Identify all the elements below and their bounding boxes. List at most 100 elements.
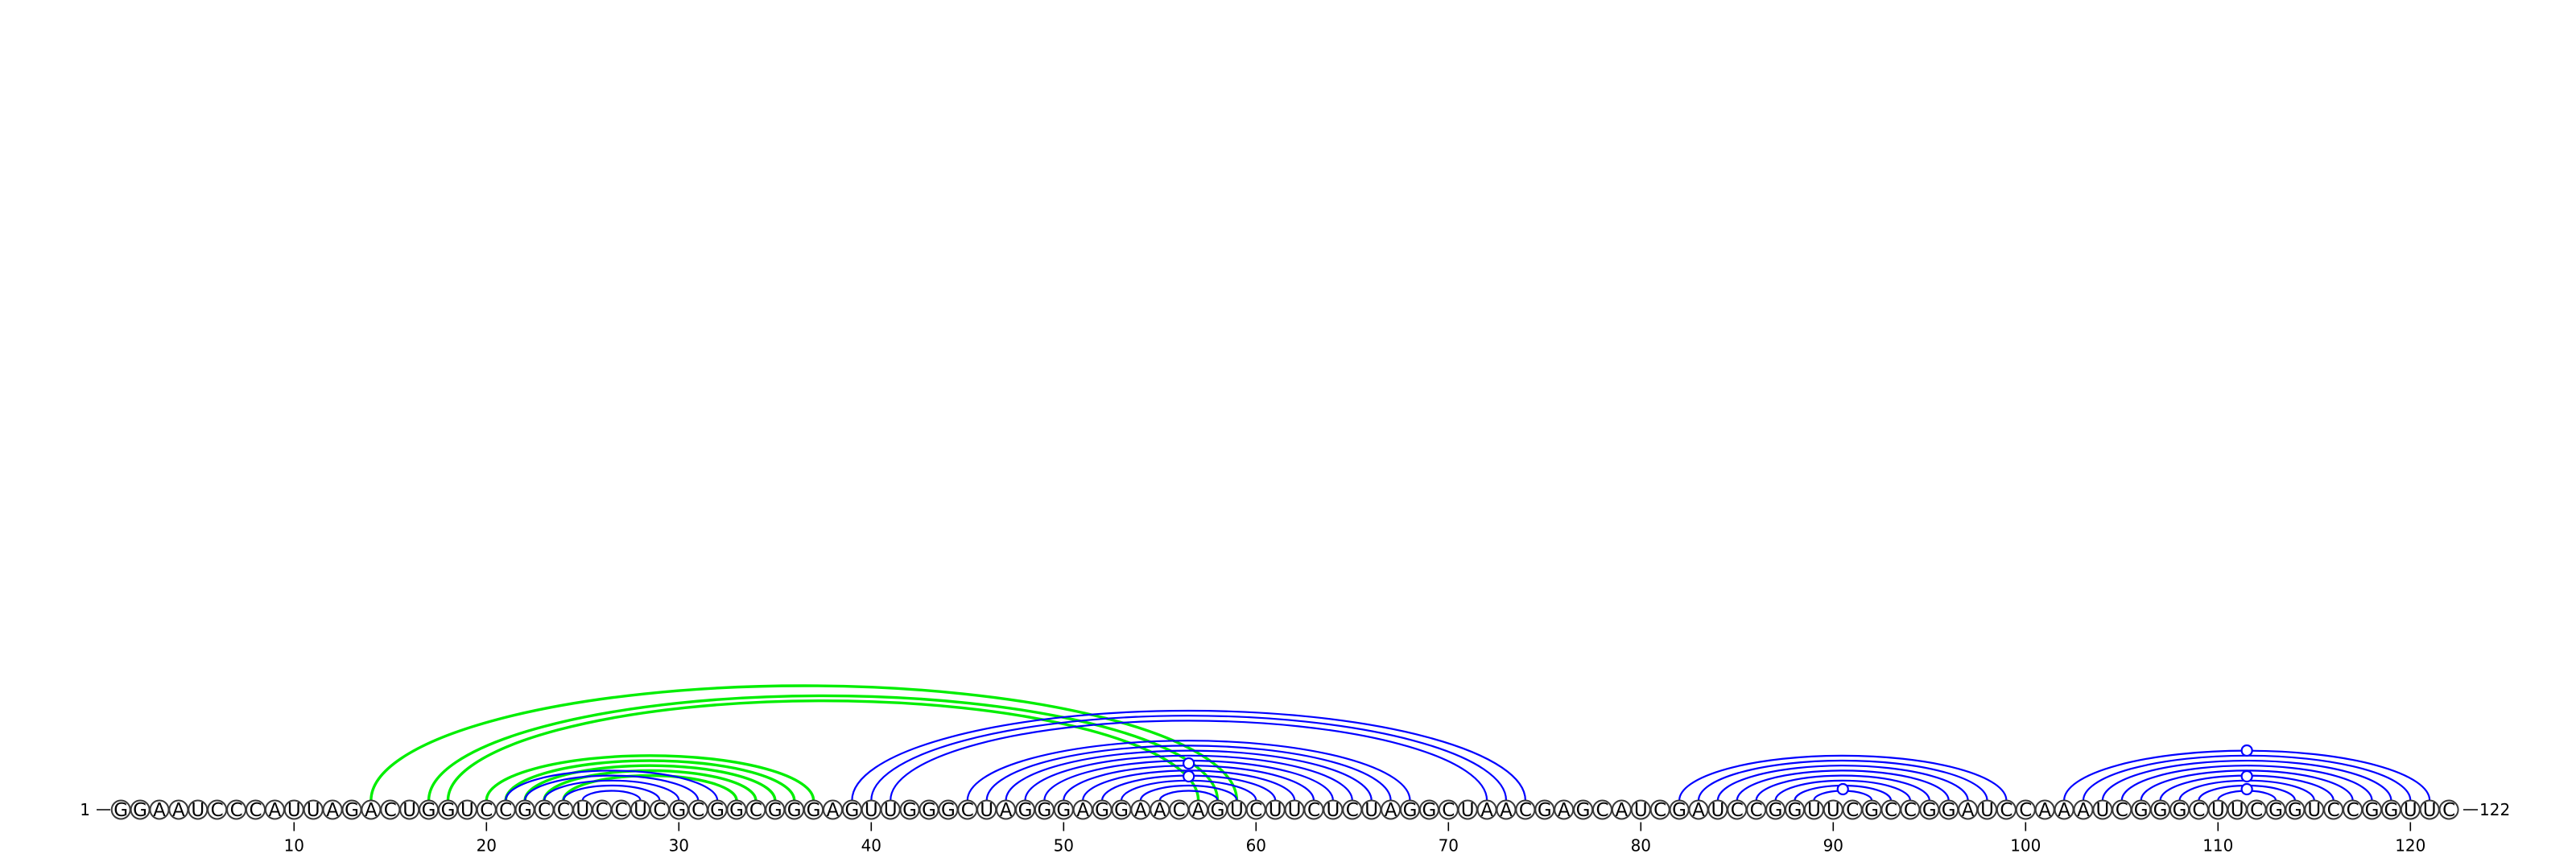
pair-arc xyxy=(890,720,1488,801)
loop-dot xyxy=(1836,782,1849,796)
nucleotide-letter: G xyxy=(1942,800,1956,821)
nucleotide: C xyxy=(226,799,247,821)
tick-label: 50 xyxy=(1054,836,1074,856)
nucleotide-letter: C xyxy=(1885,800,1897,821)
pair-arc xyxy=(985,745,1392,801)
nucleotide: A xyxy=(1150,799,1170,821)
alt-pair-arc xyxy=(504,759,796,801)
nucleotide-letter: A xyxy=(2077,800,2090,821)
nucleotide: A xyxy=(168,799,189,821)
nucleotide: A xyxy=(2073,799,2094,821)
nucleotide: G xyxy=(1418,799,1439,821)
nucleotide-letter: C xyxy=(1846,800,1859,821)
nucleotide-circle xyxy=(2438,799,2459,820)
nucleotide: C xyxy=(1245,799,1266,821)
nucleotide: A xyxy=(1072,799,1093,821)
nucleotide: C xyxy=(534,799,555,821)
nucleotide: G xyxy=(2285,799,2306,821)
end-label: 122 xyxy=(2479,800,2510,819)
nucleotide-letter: U xyxy=(402,800,416,821)
nucleotide-letter: A xyxy=(2038,800,2051,821)
nucleotide: C xyxy=(649,799,670,821)
loop-dot xyxy=(2240,769,2253,783)
nucleotide-letter: G xyxy=(2288,800,2302,821)
alt-pair-arc xyxy=(485,754,815,801)
nucleotide-letter: A xyxy=(1154,800,1166,821)
nucleotide-letter: C xyxy=(1173,800,1186,821)
nucleotide-letter: C xyxy=(1307,800,1320,821)
nucleotide: A xyxy=(264,799,285,821)
nucleotide-letter: U xyxy=(2231,800,2244,821)
nucleotide-letter: A xyxy=(1076,800,1089,821)
alt-pair-arc xyxy=(562,773,738,801)
pair-arc xyxy=(870,715,1508,801)
nucleotide: U xyxy=(1361,799,1382,821)
nucleotide-letter: U xyxy=(2211,800,2225,821)
nucleotide: G xyxy=(938,799,959,821)
nucleotide: G xyxy=(2362,799,2382,821)
nucleotide-letter: G xyxy=(1864,800,1879,821)
nucleotide-letter: G xyxy=(807,800,821,821)
nucleotide: A xyxy=(2054,799,2074,821)
nucleotide: U xyxy=(303,799,324,821)
tick-label: 10 xyxy=(284,836,304,856)
pair-arc xyxy=(1678,754,2008,801)
nucleotide: G xyxy=(726,799,747,821)
nucleotide-letter: G xyxy=(422,800,436,821)
nucleotide: G xyxy=(514,799,535,821)
nucleotide-letter: G xyxy=(1018,800,1033,821)
nucleotide-letter: C xyxy=(1904,800,1917,821)
tick-label: 110 xyxy=(2202,836,2233,856)
nucleotide: G xyxy=(1861,799,1882,821)
pair-arc xyxy=(851,709,1526,801)
nucleotide-letter: C xyxy=(2250,800,2263,821)
nucleotide-letter: C xyxy=(2442,800,2455,821)
nucleotide-letter: C xyxy=(249,800,262,821)
nucleotide-letter: A xyxy=(153,800,166,821)
nucleotide-letter: A xyxy=(326,800,339,821)
nucleotide-letter: C xyxy=(653,800,666,821)
nucleotide-letter: U xyxy=(1807,800,1821,821)
nucleotide: A xyxy=(2034,799,2055,821)
nucleotide: G xyxy=(438,799,458,821)
nucleotide: A xyxy=(1188,799,1209,821)
nucleotide-letter: U xyxy=(884,800,898,821)
loop-dot xyxy=(1183,757,1195,770)
loop-markers xyxy=(1183,744,2253,796)
nucleotide: C xyxy=(2246,799,2267,821)
nucleotide: A xyxy=(823,799,843,821)
nucleotide: C xyxy=(1880,799,1901,821)
nucleotide: G xyxy=(784,799,805,821)
nucleotide-letter: U xyxy=(191,800,204,821)
nucleotide-letter: G xyxy=(902,800,917,821)
nucleotide-letter: G xyxy=(2384,800,2398,821)
pair-arc xyxy=(1755,774,1930,801)
nucleotide: G xyxy=(1092,799,1113,821)
nucleotide: C xyxy=(2112,799,2132,821)
nucleotide: G xyxy=(1573,799,1594,821)
nucleotide-letter: G xyxy=(1403,800,1418,821)
nucleotide: A xyxy=(149,799,170,821)
nucleotide: G xyxy=(1938,799,1959,821)
nucleotide-letter: G xyxy=(114,800,128,821)
nucleotide-letter: G xyxy=(729,800,744,821)
position-axis: 10 20 30 40 50 60 70 80 90 100 110 120 xyxy=(284,822,2425,856)
alternative-pair-arcs xyxy=(369,684,1239,801)
nucleotide-letter: C xyxy=(499,800,512,821)
loop-dot xyxy=(1183,769,1195,783)
nucleotide: G xyxy=(419,799,440,821)
nucleotide: U xyxy=(2207,799,2228,821)
pair-arc xyxy=(1697,759,1988,801)
tick-label: 70 xyxy=(1439,836,1459,856)
nucleotide-letter: C xyxy=(615,800,628,821)
nucleotide: U xyxy=(456,799,477,821)
nucleotide-letter: A xyxy=(1385,800,1397,821)
nucleotide-letter: C xyxy=(1249,800,1262,821)
nucleotide-letter: C xyxy=(2000,800,2013,821)
nucleotide-letter: A xyxy=(1692,800,1705,821)
nucleotide-letter: U xyxy=(865,800,878,821)
nucleotide-letter: G xyxy=(1095,800,1109,821)
nucleotide-letter: A xyxy=(1480,800,1493,821)
